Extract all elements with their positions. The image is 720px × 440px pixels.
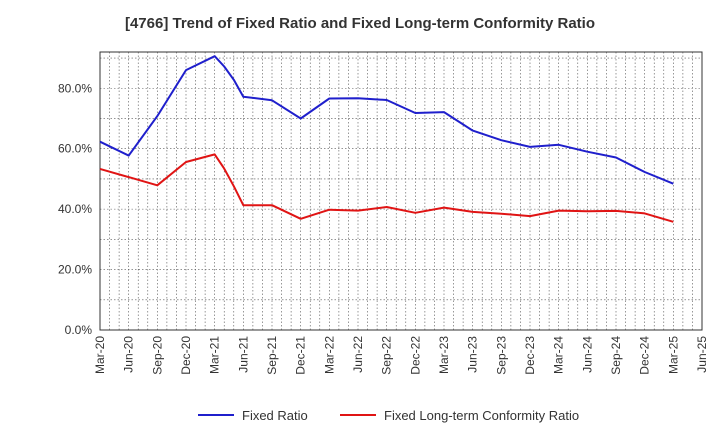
x-tick-label: Sep-22: [380, 336, 394, 375]
tick-label-layer: 0.0% 20.0% 40.0% 60.0% 80.0% Mar-20 Jun-20 Sep-…: [58, 81, 709, 374]
x-tick-label: Jun-21: [236, 336, 250, 373]
legend-swatch-fixed-ratio: [198, 414, 234, 416]
y-tick-label: 60.0%: [58, 142, 92, 156]
x-tick-label: Mar-24: [552, 336, 566, 374]
legend-item-fixed-ratio: Fixed Ratio: [198, 405, 308, 425]
legend-label-fixed-ratio: Fixed Ratio: [242, 407, 308, 423]
series-layer: [99, 55, 674, 223]
x-tick-label: Sep-23: [494, 336, 508, 375]
x-tick-label: Mar-20: [93, 336, 107, 374]
legend: Fixed Ratio Fixed Long-term Conformity R…: [0, 405, 720, 425]
x-tick-label: Jun-25: [695, 336, 709, 373]
y-tick-label: 0.0%: [65, 323, 93, 337]
y-tick-label: 80.0%: [58, 81, 92, 95]
legend-label-fixed-long-term-conformity-ratio: Fixed Long-term Conformity Ratio: [384, 407, 580, 423]
x-tick-label: Jun-23: [466, 336, 480, 373]
x-tick-label: Jun-20: [122, 336, 136, 373]
y-tick-label: 40.0%: [58, 202, 92, 216]
x-tick-label: Sep-24: [609, 336, 623, 375]
x-tick-label: Jun-22: [351, 336, 365, 373]
legend-item-fixed-long-term-conformity-ratio: Fixed Long-term Conformity Ratio: [340, 405, 579, 425]
series-line-fixed-long-term-conformity-ratio: [99, 153, 674, 223]
x-tick-label: Sep-20: [150, 336, 164, 375]
x-tick-label: Dec-21: [294, 336, 308, 375]
x-tick-label: Dec-23: [523, 336, 537, 375]
x-tick-label: Jun-24: [580, 336, 594, 373]
x-tick-label: Sep-21: [265, 336, 279, 375]
x-tick-label: Dec-22: [408, 336, 422, 375]
plot-frame: [99, 51, 703, 331]
x-tick-label: Dec-20: [179, 336, 193, 375]
axis-layer: [99, 51, 703, 331]
series-line-fixed-ratio: [99, 55, 674, 185]
x-tick-label: Mar-21: [208, 336, 222, 374]
legend-swatch-fixed-long-term-conformity-ratio: [340, 414, 376, 416]
x-tick-label: Mar-22: [322, 336, 336, 374]
chart-title: [4766] Trend of Fixed Ratio and Fixed Lo…: [124, 15, 596, 32]
x-tick-label: Mar-23: [437, 336, 451, 374]
x-tick-label: Mar-25: [666, 336, 680, 374]
grid-layer: [99, 52, 703, 330]
y-tick-label: 20.0%: [58, 263, 92, 277]
x-tick-label: Dec-24: [638, 336, 652, 375]
